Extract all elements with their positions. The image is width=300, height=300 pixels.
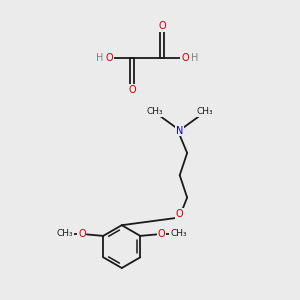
Text: CH₃: CH₃ — [170, 229, 187, 238]
Text: CH₃: CH₃ — [57, 229, 74, 238]
Text: CH₃: CH₃ — [147, 107, 164, 116]
Text: O: O — [158, 230, 166, 239]
Text: H: H — [191, 53, 198, 63]
Text: O: O — [128, 85, 136, 95]
Text: O: O — [181, 53, 189, 63]
Text: O: O — [105, 53, 113, 63]
Text: CH₃: CH₃ — [196, 107, 213, 116]
Text: O: O — [158, 21, 166, 31]
Text: N: N — [176, 126, 183, 136]
Text: H: H — [96, 53, 103, 63]
Text: O: O — [78, 230, 85, 239]
Text: O: O — [176, 209, 184, 219]
